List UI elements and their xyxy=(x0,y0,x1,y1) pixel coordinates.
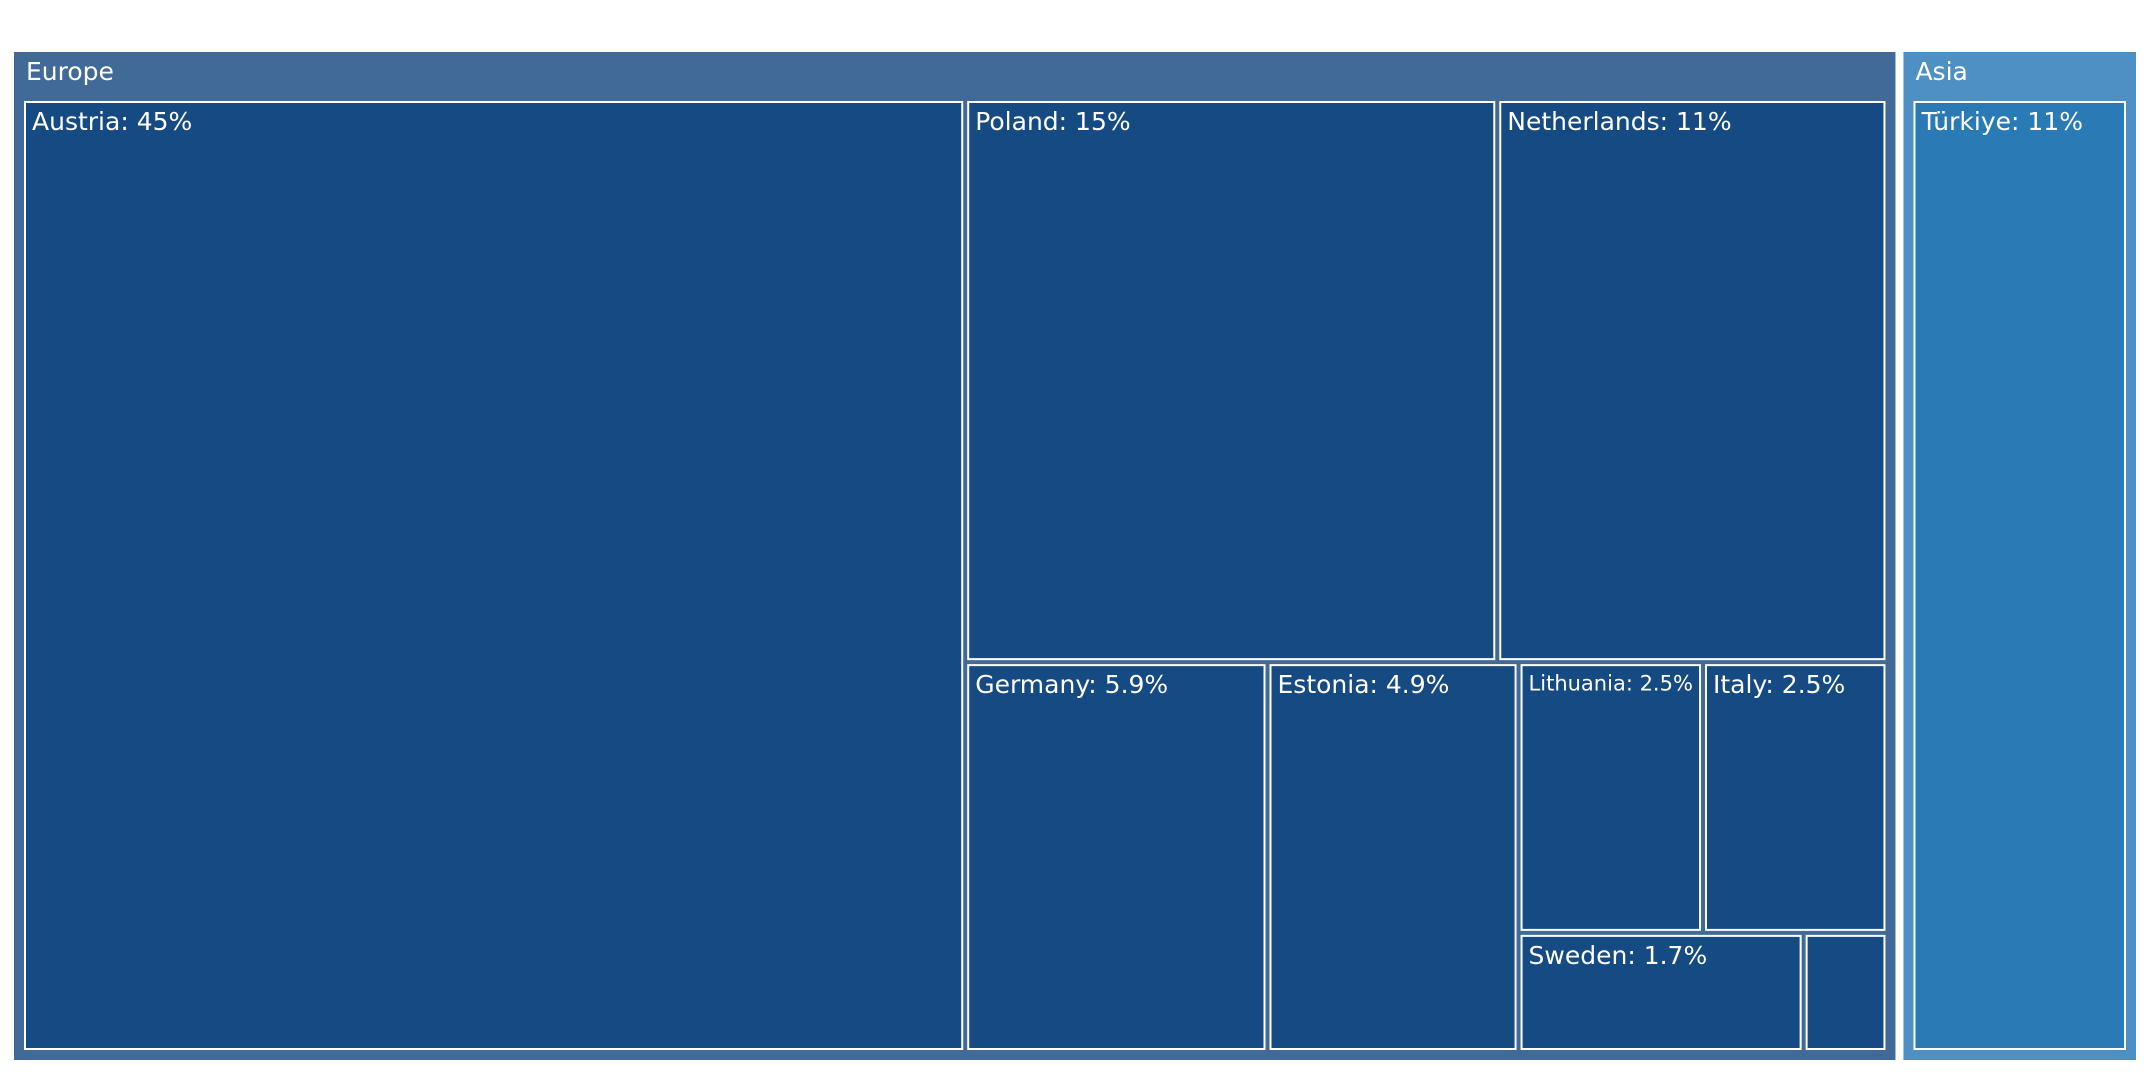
leaf-label: Italy: 2.5% xyxy=(1713,670,1845,699)
leaf-box xyxy=(1805,934,1886,1050)
leaf-label: Netherlands: 11% xyxy=(1507,107,1731,136)
group-label: Asia xyxy=(1915,57,1967,86)
leaf-label: Germany: 5.9% xyxy=(975,670,1168,699)
leaf-label: Austria: 45% xyxy=(32,107,192,136)
leaf-box xyxy=(1269,664,1517,1050)
leaf-label: Estonia: 4.9% xyxy=(1278,670,1450,699)
group-label: Europe xyxy=(26,57,114,86)
leaf-box xyxy=(1499,101,1886,661)
leaf-box xyxy=(1520,664,1702,931)
leaf-box xyxy=(1520,934,1802,1050)
leaf-box xyxy=(1913,101,2126,1050)
leaf-box xyxy=(24,101,964,1050)
leaf-label: Lithuania: 2.5% xyxy=(1529,672,1693,696)
leaf-label: Sweden: 1.7% xyxy=(1529,941,1708,970)
leaf-label: Poland: 15% xyxy=(975,107,1130,136)
leaf-box xyxy=(967,664,1266,1050)
leaf-label: Türkiye: 11% xyxy=(1920,107,2083,136)
leaf-box xyxy=(1705,664,1886,931)
leaf-box xyxy=(967,101,1496,661)
